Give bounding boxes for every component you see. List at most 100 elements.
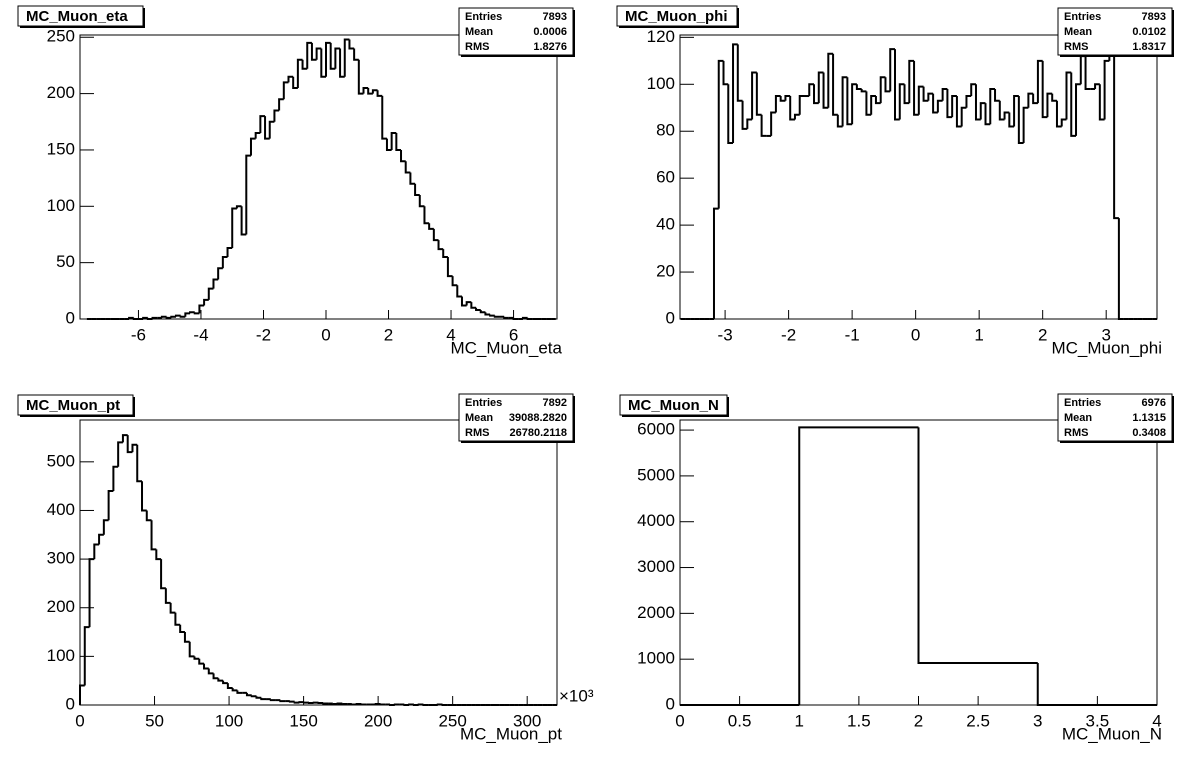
histogram-bin [955,96,962,128]
histogram-bin [169,602,176,614]
histogram-bin [107,490,114,521]
histogram-bin [132,317,139,320]
stats-value: 1.1315 [1132,412,1166,424]
chart-title: MC_Muon_phi [625,8,728,25]
histogram-bin [774,95,781,113]
histogram-panel: -6 -4 -2 0 2 4 6 0 50 100 150 200 250 MC_Muon_eta MC_M… [17,5,575,357]
y-tick-label: 50 [56,252,75,271]
histogram-bin [259,115,266,134]
x-tick-label: 50 [145,711,164,730]
x-tick-label: 2 [384,325,393,344]
histogram-bin [136,444,143,483]
stats-value: 1.8276 [533,41,567,53]
histogram-bin [385,138,392,151]
histogram-bin [941,87,948,101]
histogram-bin [203,298,209,306]
histogram-bin [273,109,280,122]
histogram-bin [512,317,519,320]
histogram-bin [732,43,738,143]
x-tick-label: 0 [321,325,330,344]
histogram-bin [98,533,104,545]
y-tick-label: 100 [47,196,75,215]
y-tick-label: 250 [47,27,75,46]
histogram-bin [770,111,776,136]
histogram-bin [217,678,224,682]
histogram-bin [475,307,481,311]
histogram-bin [126,435,133,454]
histogram-bin [1117,218,1124,320]
histogram-bin [353,48,359,61]
histogram-bin [946,88,953,119]
stats-box [458,7,574,56]
histogram-bin [979,102,986,120]
y-tick-label: 6000 [637,420,675,439]
histogram-bin [329,42,336,70]
histogram-bin [1055,100,1062,128]
histogram-bin [1013,95,1019,127]
histogram-bin [1027,92,1034,108]
x-tick-label: 3 [1033,711,1042,730]
histogram-bin [470,302,477,309]
histogram-bin [179,624,185,634]
y-tick-label: 300 [47,549,75,568]
histogram-bin [460,296,467,307]
histogram-bin [798,426,919,705]
x-axis-title: MC_Muon_N [1062,724,1162,743]
y-tick-label: 40 [656,215,675,234]
histogram-bin [712,207,719,319]
histogram-bin [334,47,341,69]
y-tick-label: 0 [666,308,675,327]
histogram-bin [437,240,444,251]
y-tick-label: 400 [47,500,75,519]
histogram-bin [155,549,162,561]
histogram-bin [245,154,251,235]
histogram-bin [755,72,762,116]
histogram-bin [254,132,261,139]
x-tick-label: 150 [289,711,317,730]
histogram-bin [117,441,123,467]
histogram-bin [310,42,317,61]
histogram-bin [793,113,800,120]
histogram-bin [260,697,267,701]
histogram-panel: 0 50 100 150 200 250 300 0 100 200 300 400 500 MC_Muo… [17,393,594,743]
histogram-bin [141,481,147,512]
histogram-bin [1041,60,1048,119]
histogram-bin [836,114,843,128]
histogram-bin [221,256,228,269]
histogram-bin [193,656,200,660]
histogram-bin [203,663,209,670]
histogram-bin [131,443,138,453]
histogram-bin [226,683,233,689]
histogram-bin [917,427,1038,665]
histogram-bin [198,658,205,665]
histogram-bin [1065,71,1072,120]
histogram-bin [893,49,900,121]
x-tick-label: 1.5 [847,711,871,730]
x-tick-label: 4 [1152,711,1161,730]
x-tick-label: -2 [256,325,271,344]
y-tick-label: 60 [656,168,675,187]
histogram-bin [278,98,284,111]
stats-value: 7893 [543,11,567,23]
histogram-bin [348,39,355,50]
stats-name: Mean [1064,412,1092,424]
histogram-bin [207,668,214,675]
histogram-bin [717,59,724,209]
histogram-bin [184,312,191,317]
chart-title: MC_Muon_pt [26,397,120,414]
histogram-bin [150,520,157,551]
histogram-bin [315,47,322,60]
histogram-bin [245,692,252,697]
histogram-bin [446,257,453,278]
histogram-bin [381,95,387,140]
histogram-bin [1003,111,1010,120]
histogram-bin [503,316,509,319]
y-tick-label: 20 [656,262,675,281]
histogram-bin [83,626,90,686]
histogram-bin [102,519,109,535]
x-axis-title: MC_Muon_eta [450,338,562,357]
histogram-bin [142,316,148,319]
histogram-bin [183,632,190,643]
histogram-bin [465,301,472,306]
